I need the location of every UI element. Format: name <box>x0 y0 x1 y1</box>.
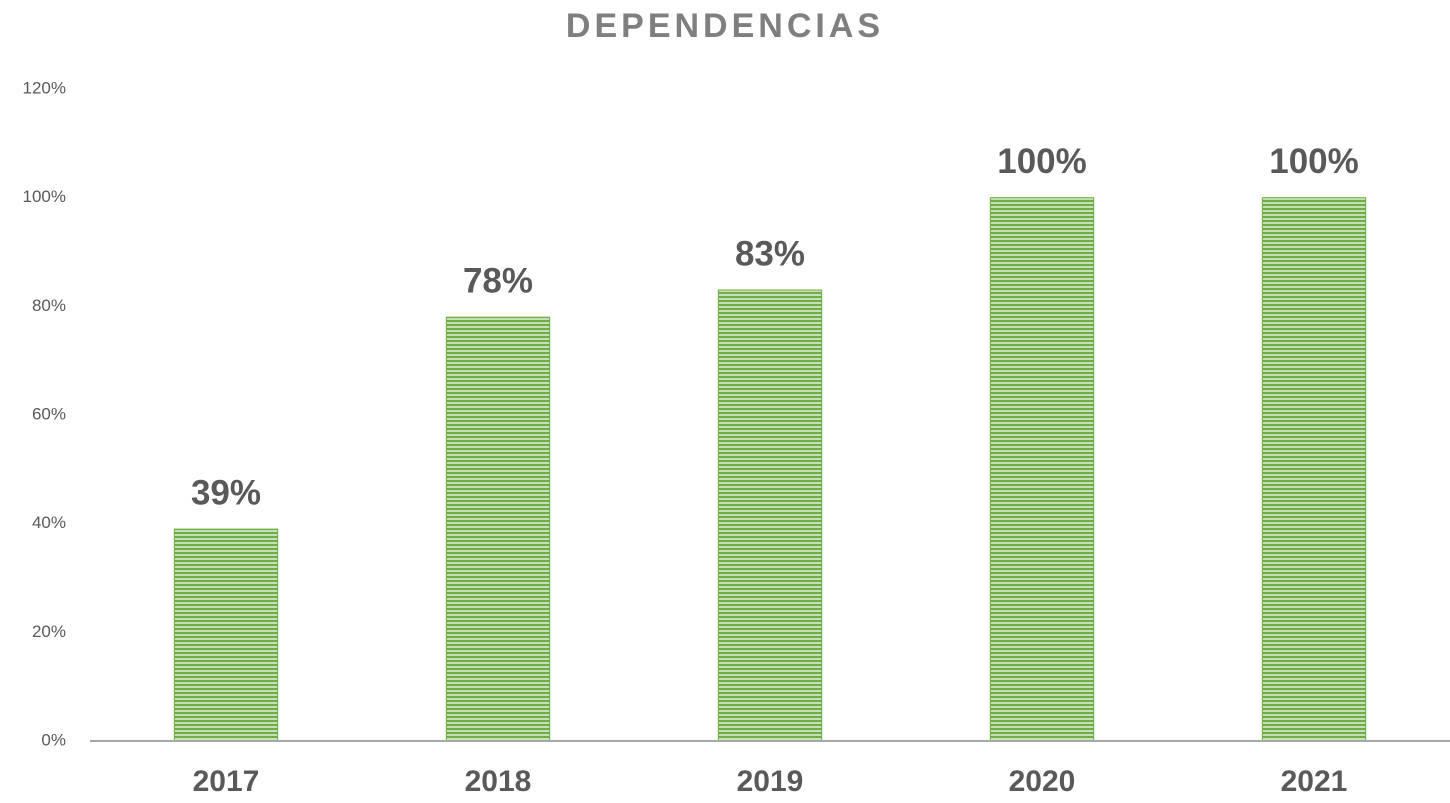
y-tick-label: 60% <box>32 404 66 423</box>
y-tick-label: 80% <box>32 296 66 315</box>
x-tick-label: 2019 <box>737 765 804 798</box>
x-tick-label: 2018 <box>465 765 532 798</box>
value-label: 100% <box>997 142 1087 181</box>
y-tick-label: 120% <box>23 78 66 97</box>
bar <box>989 197 1095 742</box>
value-label: 83% <box>735 234 805 273</box>
value-label: 100% <box>1269 142 1359 181</box>
bar <box>717 289 823 742</box>
chart-title: DEPENDENCIAS <box>566 7 884 45</box>
y-tick-label: 40% <box>32 513 66 532</box>
bar <box>1261 197 1367 742</box>
bar <box>445 316 551 742</box>
y-tick-label: 0% <box>41 730 66 749</box>
x-tick-label: 2021 <box>1281 765 1348 798</box>
x-tick-label: 2020 <box>1009 765 1076 798</box>
y-tick-label: 20% <box>32 622 66 641</box>
y-tick-label: 100% <box>23 187 66 206</box>
x-tick-label: 2017 <box>193 765 260 798</box>
bar <box>173 528 279 742</box>
value-label: 39% <box>191 473 261 512</box>
value-label: 78% <box>463 261 533 300</box>
